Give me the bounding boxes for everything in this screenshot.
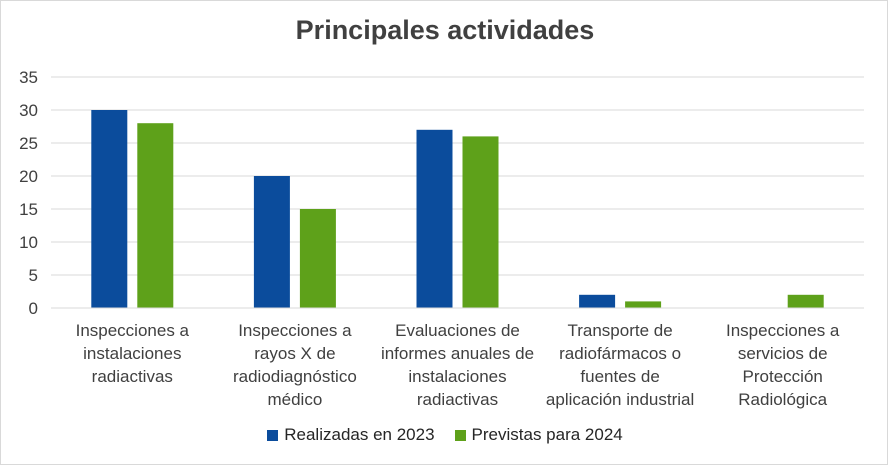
plot-area: 0 5 10 15 20 25 30 35 Inspecciones a instalacione… — [19, 68, 864, 409]
bar-realizadas-2 — [416, 129, 453, 308]
y-tick-label-0: 0 — [29, 299, 38, 318]
y-tick-label-35: 35 — [19, 68, 38, 87]
chart-title: Principales actividades — [295, 15, 595, 45]
bar-previstas-0 — [137, 123, 174, 308]
x-category-label-4: Inspecciones a servicios de Protección Radi… — [726, 321, 840, 409]
x-category-label-1: Inspecciones a rayos X de radiodiagnóstico… — [233, 321, 357, 409]
x-category-label-2: Evaluaciones de informes anuales de instal… — [381, 321, 534, 409]
bar-realizadas-0 — [91, 110, 128, 308]
legend-item-realizadas: Realizadas en 2023 — [267, 425, 435, 445]
y-tick-label-30: 30 — [19, 101, 38, 120]
legend-swatch-previstas — [454, 429, 466, 441]
y-tick-label-15: 15 — [19, 200, 38, 219]
y-tick-label-20: 20 — [19, 167, 38, 186]
legend-item-previstas: Previstas para 2024 — [454, 425, 623, 445]
y-tick-label-25: 25 — [19, 134, 38, 153]
bar-previstas-1 — [299, 209, 336, 308]
legend-label-realizadas: Realizadas en 2023 — [284, 425, 435, 444]
legend-swatch-realizadas — [267, 429, 279, 441]
bar-previstas-3 — [625, 301, 662, 308]
bar-previstas-4 — [787, 294, 824, 308]
x-category-label-3: Transporte de radiofármacos o fuentes de ap… — [546, 321, 694, 409]
y-tick-label-10: 10 — [19, 233, 38, 252]
bar-realizadas-3 — [579, 294, 616, 308]
x-category-label-0: Inspecciones a instalaciones radiactivas — [76, 321, 190, 386]
bar-realizadas-1 — [253, 176, 290, 308]
bar-previstas-2 — [462, 136, 499, 308]
legend: Realizadas en 2023 Previstas para 2024 — [1, 425, 888, 445]
legend-label-previstas: Previstas para 2024 — [471, 425, 623, 444]
y-tick-label-5: 5 — [29, 266, 38, 285]
